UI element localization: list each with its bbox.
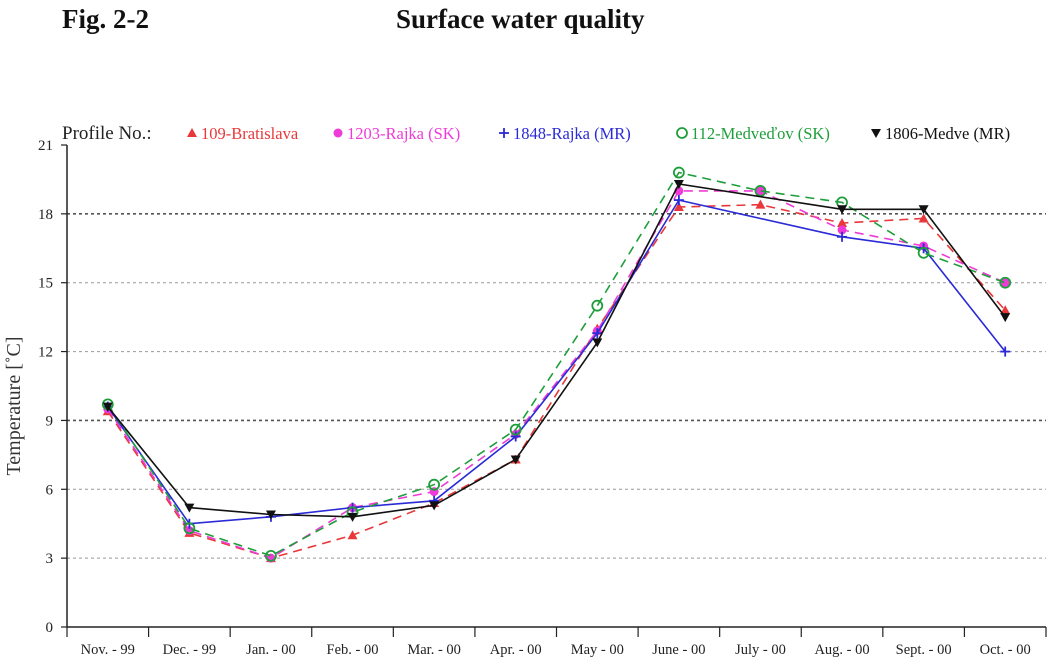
data-point (265, 510, 276, 520)
x-tick-label: Jan. - 00 (246, 642, 296, 658)
gridlines (67, 213, 1046, 559)
x-tick-label: Aug. - 00 (814, 642, 869, 658)
y-tick-label: 21 (38, 138, 53, 154)
data-point (510, 455, 521, 465)
legend-label: 109-Bratislava (201, 124, 299, 143)
data-point (917, 246, 930, 259)
data-point (265, 549, 277, 562)
y-tick-label: 12 (38, 345, 53, 361)
series-1 (103, 186, 1010, 563)
y-axis-label: Temperature [˚C] (3, 336, 25, 475)
data-point (837, 231, 848, 242)
y-tick-label: 9 (46, 413, 54, 429)
data-point (102, 402, 113, 412)
legend-label: 1848-Rajka (MR) (513, 124, 631, 143)
y-tick-label: 15 (38, 276, 53, 292)
data-point (592, 328, 603, 339)
data-point (672, 166, 685, 179)
x-tick-label: June - 00 (652, 642, 705, 658)
data-point (1000, 313, 1011, 323)
legend-marker (676, 127, 688, 139)
x-tick-label: Nov. - 99 (81, 642, 135, 658)
legend-label: 1203-Rajka (SK) (347, 124, 460, 143)
y-tick-label: 18 (38, 207, 53, 223)
series-line (107, 183, 1006, 518)
legend: Profile No.: 109-Bratislava 1203-Rajka (SK… (62, 123, 1010, 144)
series-3 (101, 166, 1012, 562)
data-point (428, 478, 441, 491)
legend-marker (187, 128, 197, 137)
data-point (673, 201, 684, 211)
x-tick-label: July - 00 (735, 642, 786, 658)
series-2 (102, 195, 1011, 529)
x-tick-label: Oct. - 00 (980, 642, 1031, 658)
series-4 (102, 180, 1011, 522)
data-point (837, 218, 848, 228)
series-0 (102, 199, 1011, 563)
series-line (107, 199, 1006, 525)
legend-marker (499, 128, 509, 138)
data-point (347, 512, 358, 522)
series-line (107, 171, 1006, 557)
figure-title: Surface water quality (396, 4, 645, 34)
data-point (755, 199, 766, 209)
data-point (1000, 346, 1011, 357)
y-tick-label: 6 (46, 482, 54, 498)
x-tick-label: Feb. - 00 (327, 642, 379, 658)
legend-title: Profile No.: (62, 123, 152, 144)
series-line (107, 190, 1006, 559)
data-point (673, 195, 684, 206)
data-point (592, 338, 603, 348)
data-point (999, 276, 1012, 289)
data-point (429, 501, 440, 511)
x-tick-label: Sept. - 00 (896, 642, 952, 658)
x-tick-label: May - 00 (571, 642, 624, 658)
y-tick-label: 3 (46, 551, 54, 567)
axes: 0 3 6 9 12 15 18 21 Nov. - 99 Dec. - 99 Jan. - 00 F… (3, 138, 1047, 658)
data-point (837, 205, 848, 215)
data-point (347, 530, 358, 540)
data-point (837, 225, 847, 235)
data-point (1000, 305, 1011, 315)
data-point (509, 423, 522, 436)
data-point (591, 299, 604, 312)
y-tick-label: 0 (46, 620, 54, 636)
x-tick-label: Dec. - 99 (163, 642, 217, 658)
data-point (183, 522, 196, 535)
data-point (918, 213, 929, 223)
data-point (918, 205, 929, 215)
legend-label: 1806-Medve (MR) (885, 124, 1010, 143)
legend-marker (333, 128, 343, 138)
data-point (184, 503, 195, 513)
data-point (510, 431, 521, 442)
legend-marker (871, 129, 881, 138)
series-layer (101, 166, 1012, 563)
x-tick-label: Apr. - 00 (490, 642, 542, 658)
legend-label: 112-Medveďov (SK) (691, 124, 830, 143)
data-point (755, 186, 765, 196)
figure-label: Fig. 2-2 (62, 4, 149, 34)
x-tick-label: Mar. - 00 (407, 642, 461, 658)
data-point (673, 180, 684, 190)
data-point (1000, 278, 1010, 288)
